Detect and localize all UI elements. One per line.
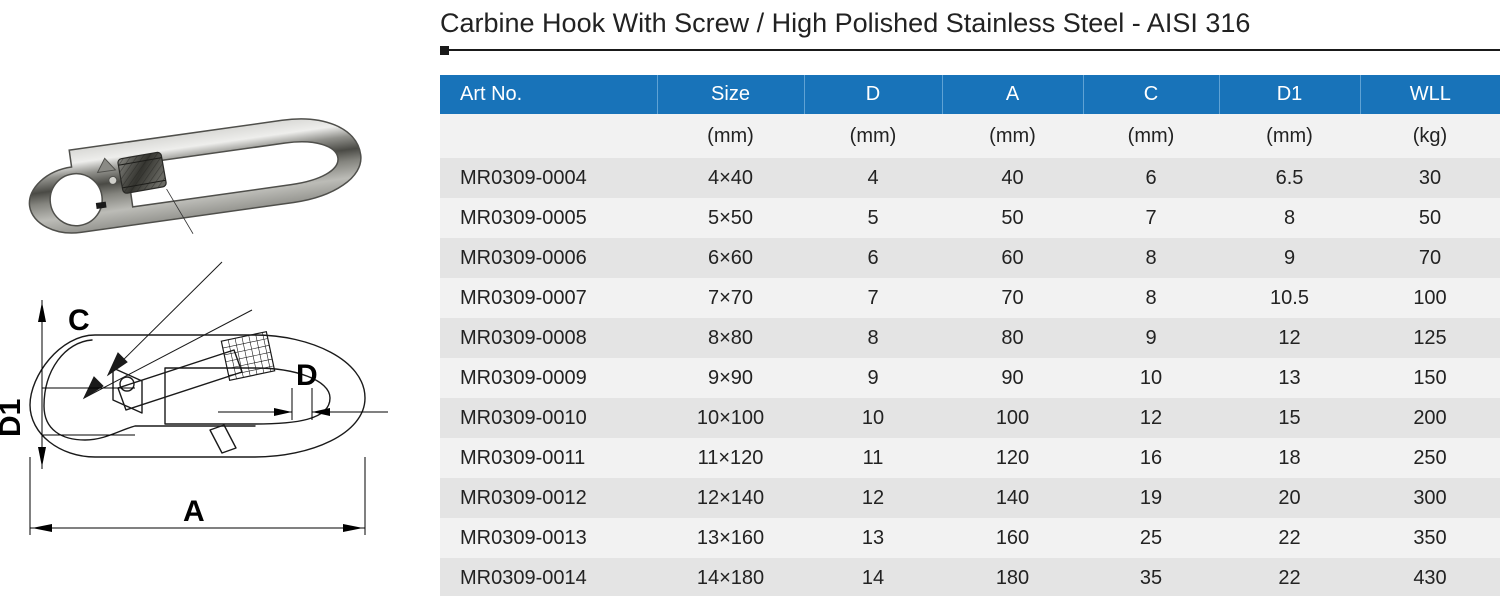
svg-text:A: A [183, 495, 205, 528]
svg-text:D: D [296, 359, 318, 392]
svg-text:C: C [68, 304, 90, 337]
svg-text:D1: D1 [0, 399, 27, 437]
